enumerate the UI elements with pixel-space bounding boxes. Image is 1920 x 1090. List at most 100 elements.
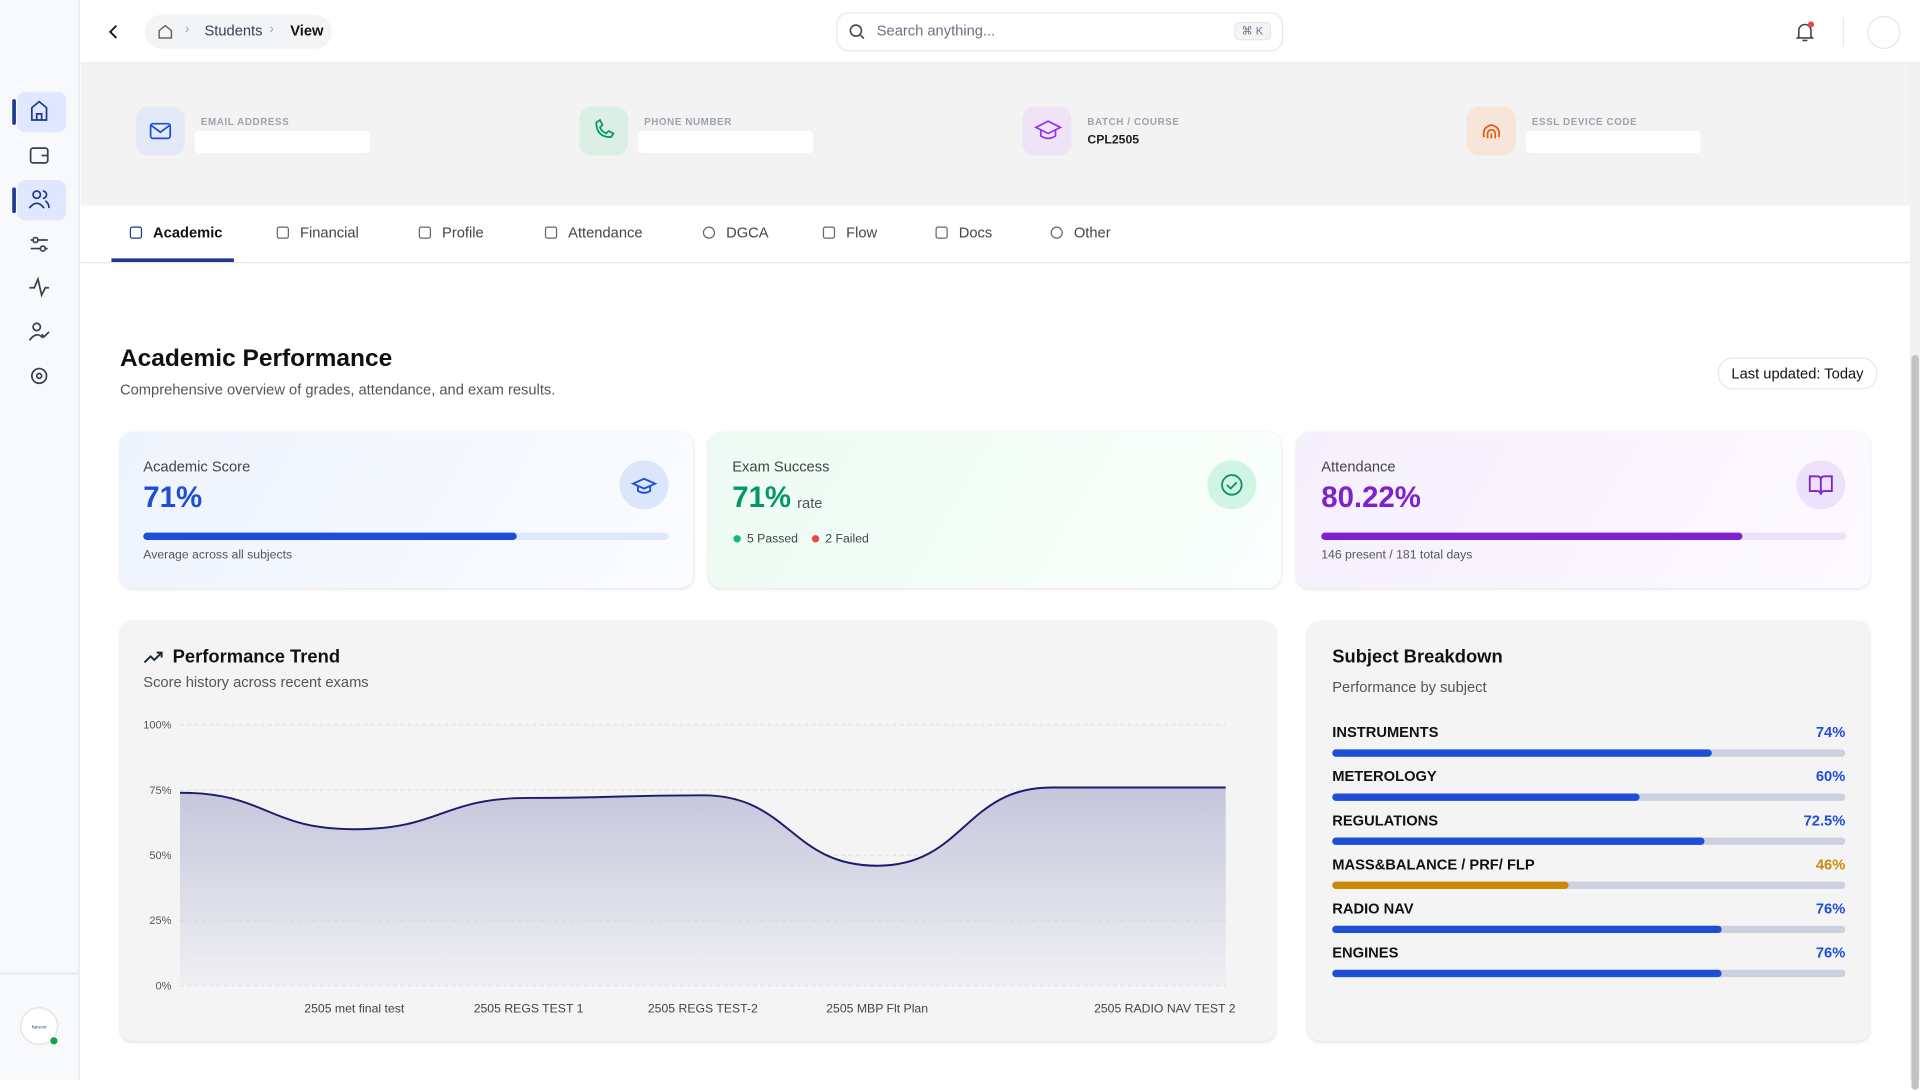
subject-bar [1332,837,1705,845]
y-tick-label: 0% [156,980,172,992]
progress-bar [1321,532,1743,540]
x-tick-label: 2505 met final test [304,1002,405,1016]
chart-title: Performance Trend [172,646,341,668]
shortcut: ⌘ K [1234,22,1271,41]
x-tick-label: 2505 REGS TEST 1 [474,1002,584,1016]
breadcrumb-item: View [290,22,324,40]
tab-icon [1050,226,1063,239]
separator: › [184,22,190,37]
back-button[interactable] [102,20,126,44]
subject-bar [1332,925,1723,934]
subject-value: 60% [1815,767,1846,785]
breadcrumb-item[interactable]: Students [204,22,263,40]
y-tick-label: 25% [149,915,171,927]
x-tick-label: 2505 RADIO NAV TEST 2 [1094,1002,1236,1016]
card-note: 146 present / 181 total days [1321,548,1473,563]
subject-value: 46% [1815,855,1846,874]
search-box[interactable] [836,12,1284,52]
subject-title: Subject Breakdown [1332,646,1503,668]
tab-icon [418,226,432,239]
subject-value: 72.5% [1803,811,1846,829]
stat-card [708,432,1281,588]
subject-subtitle: Performance by subject [1332,678,1487,696]
card-title: Exam Success [732,457,830,476]
user-avatar[interactable] [1867,15,1901,49]
nav-wallet[interactable] [29,147,49,164]
nav-indicator [12,99,16,125]
nav-active-bg [17,91,67,133]
failed-count: 2 Failed [825,532,869,547]
field-value-box [194,131,370,154]
card-value: 80.22% [1321,481,1421,515]
trend-icon [143,651,163,664]
y-tick-label: 50% [149,850,171,862]
tab[interactable]: Other [1073,224,1111,242]
stat-card [1296,432,1870,588]
field-value: CPL2505 [1087,133,1140,147]
section-title: Academic Performance [120,345,393,373]
nav-dashboard[interactable] [30,100,48,121]
last-updated-badge: Last updated: Today [1717,357,1877,390]
subject-bar [1332,969,1723,978]
x-tick-label: 2505 MBP Flt Plan [826,1002,928,1016]
subject-bar [1332,793,1641,801]
search-placeholder: Search anything... [876,22,996,40]
scrollbar-thumb[interactable] [1911,355,1919,1090]
separator: › [269,22,274,37]
card-title: Academic Score [143,457,251,476]
nav-students[interactable] [28,190,50,209]
tab-icon [702,226,716,239]
card-value: 71% [143,481,203,515]
y-tick-label: 100% [143,720,171,732]
nav-active-bg [17,180,67,221]
progress-bar [143,532,517,540]
tab-icon [822,226,836,239]
y-tick-label: 75% [149,785,171,797]
subject-track [1332,881,1846,889]
subject-value: 76% [1815,900,1846,918]
nav-user-check[interactable] [28,322,50,341]
subject-name: REGULATIONS [1332,811,1439,829]
tab[interactable]: Academic [153,224,223,242]
subject-bar [1332,749,1712,757]
tab[interactable]: Attendance [568,224,643,242]
field-label: BATCH / COURSE [1087,116,1180,128]
tab[interactable]: Financial [300,224,359,242]
tab[interactable]: Flow [846,224,878,242]
breadcrumb [144,14,332,49]
field-label: ESSL DEVICE CODE [1531,116,1638,128]
svg-text:fancon: fancon [32,1025,47,1031]
contact-icons [135,106,1516,156]
nav-settings-sliders[interactable] [30,236,48,252]
tab[interactable]: DGCA [726,224,769,242]
notifications[interactable] [1793,20,1817,44]
home-icon[interactable] [157,23,174,40]
tab-icon [129,226,143,239]
subject-value: 74% [1815,723,1846,741]
sidebar-avatar[interactable] [19,1006,59,1046]
card-value: 71% [732,481,792,515]
subject-name: ENGINES [1332,944,1399,962]
nav-indicator [12,187,16,214]
chart-subtitle: Score history across recent exams [143,673,369,691]
nav-activity[interactable] [29,276,49,298]
subject-name: MASS&BALANCE / PRF/ FLP [1332,855,1535,874]
nav-settings[interactable] [30,367,48,385]
subject-bar [1332,881,1569,889]
field-label: PHONE NUMBER [644,116,732,128]
tab[interactable]: Docs [958,224,993,242]
card-unit: rate [797,494,823,512]
field-value-box [1525,131,1701,154]
field-value-box [637,131,814,154]
active-tab-underline [111,258,234,263]
card-note: Average across all subjects [143,548,293,563]
line [179,786,1226,867]
x-tick-label: 2505 REGS TEST-2 [648,1002,758,1016]
subject-name: RADIO NAV [1332,900,1414,918]
card-icons [619,460,1846,543]
tab[interactable]: Profile [442,224,484,242]
subject-value: 76% [1815,944,1846,962]
